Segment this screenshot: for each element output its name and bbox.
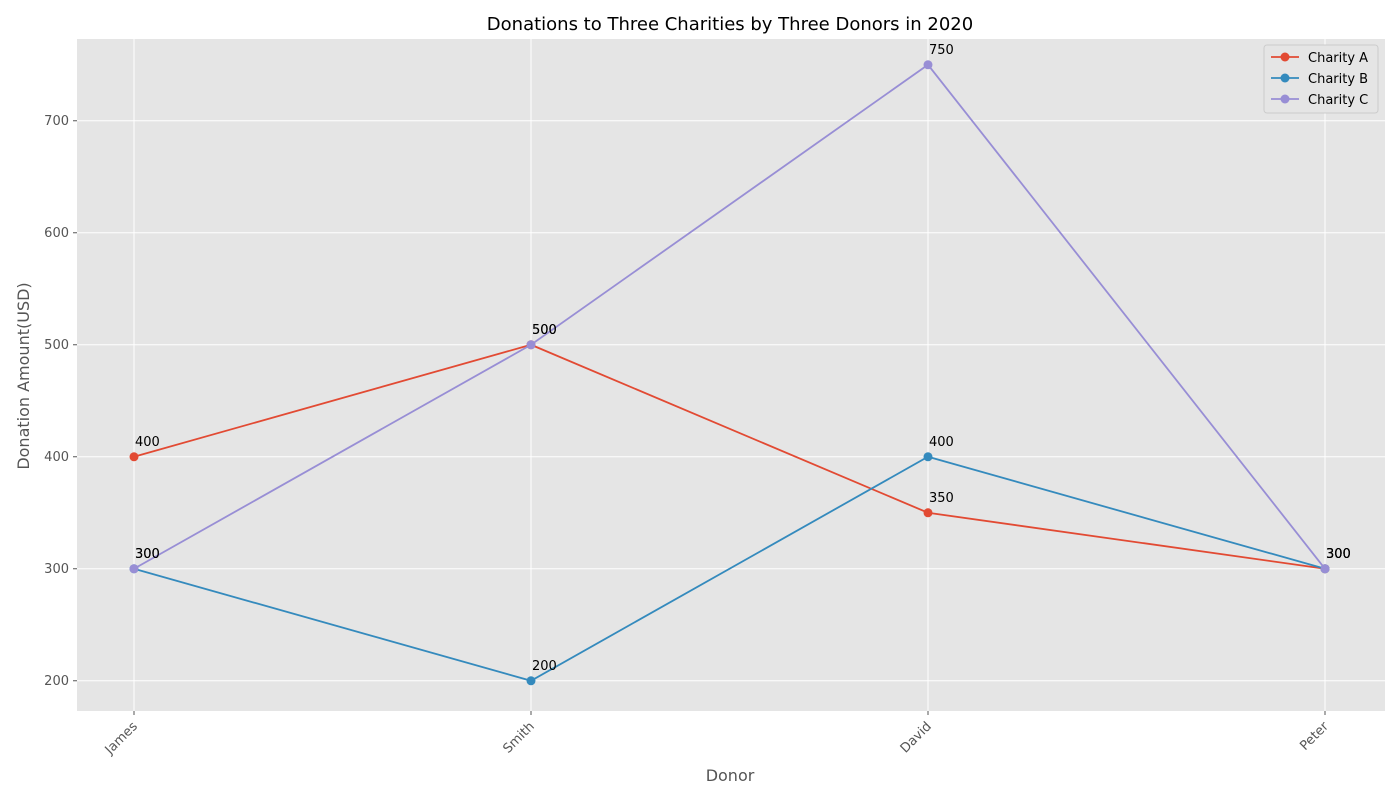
data-point: [129, 452, 139, 462]
legend-label: Charity C: [1308, 93, 1368, 108]
data-point: [1320, 564, 1330, 574]
series-line: [133, 63, 1326, 570]
data-label: 400: [135, 435, 160, 450]
y-tick-label: 400: [44, 450, 69, 465]
data-label: 350: [929, 491, 954, 506]
y-axis-label: Donation Amount(USD): [14, 282, 33, 469]
legend-marker: [1280, 94, 1290, 104]
x-tick-label: Smith: [500, 719, 537, 756]
data-point: [526, 340, 536, 350]
data-point: [923, 452, 933, 462]
data-label: 500: [532, 323, 557, 338]
series-line: [133, 343, 1326, 570]
y-tick-label: 200: [44, 674, 69, 689]
data-label: 300: [135, 547, 160, 562]
series-line: [133, 455, 1326, 682]
data-label: 300: [1326, 547, 1351, 562]
data-label: 200: [532, 659, 557, 674]
x-axis-label: Donor: [706, 766, 755, 785]
data-label: 750: [929, 43, 954, 58]
data-point: [526, 676, 536, 686]
legend-label: Charity B: [1308, 72, 1368, 87]
x-tick-label: James: [102, 719, 141, 758]
legend-box: [1263, 44, 1379, 114]
legend: Charity A Charity B Charity C: [1263, 44, 1379, 114]
plot-background: [77, 39, 1385, 711]
data-point: [129, 564, 139, 574]
legend-label: Charity A: [1308, 51, 1368, 66]
y-tick-label: 600: [44, 226, 69, 241]
y-tick-label: 500: [44, 338, 69, 353]
y-tick-label: 300: [44, 562, 69, 577]
series-layer: [129, 60, 1330, 686]
chart-title: Donations to Three Charities by Three Do…: [487, 14, 973, 35]
legend-marker: [1280, 73, 1290, 83]
data-label: 500: [532, 323, 557, 338]
grid-lines: [77, 39, 1385, 711]
data-point: [923, 508, 933, 518]
data-label: 400: [929, 435, 954, 450]
data-label: 300: [1326, 547, 1351, 562]
x-tick-label: Peter: [1297, 719, 1332, 754]
data-label: 300: [135, 547, 160, 562]
y-tick-label: 700: [44, 114, 69, 129]
x-tick-label: David: [898, 719, 935, 756]
legend-marker: [1280, 52, 1290, 62]
data-label: 300: [1326, 547, 1351, 562]
data-point: [923, 60, 933, 70]
